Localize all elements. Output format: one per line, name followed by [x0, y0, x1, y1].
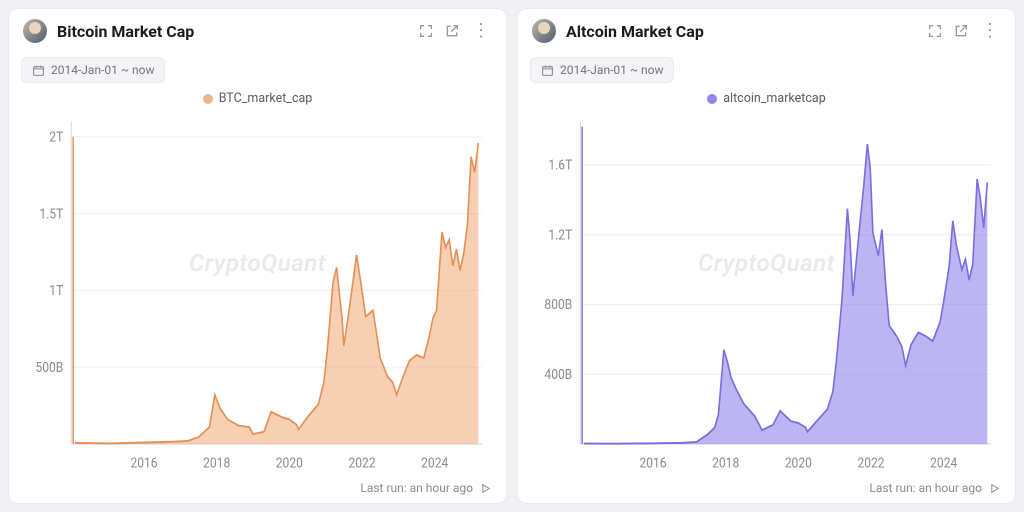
chart-card: Altcoin Market Cap ⋮ 2014-Jan-01 ~ now a…	[517, 8, 1016, 504]
card-footer: Last run: an hour ago	[9, 477, 506, 503]
svg-text:2018: 2018	[203, 456, 230, 472]
card-header: Altcoin Market Cap ⋮	[518, 9, 1015, 51]
play-icon[interactable]	[988, 482, 1001, 495]
calendar-icon	[32, 64, 45, 77]
card-title: Bitcoin Market Cap	[57, 22, 408, 41]
external-link-icon[interactable]	[953, 23, 969, 39]
svg-text:2024: 2024	[930, 456, 958, 472]
legend-dot	[203, 94, 213, 104]
legend-label: altcoin_marketcap	[723, 91, 825, 106]
date-range-pill[interactable]: 2014-Jan-01 ~ now	[21, 57, 165, 83]
date-range-pill[interactable]: 2014-Jan-01 ~ now	[530, 57, 674, 83]
legend: altcoin_marketcap	[518, 85, 1015, 108]
more-menu-icon[interactable]: ⋮	[979, 23, 1001, 39]
svg-text:2022: 2022	[857, 456, 884, 472]
chart-card: Bitcoin Market Cap ⋮ 2014-Jan-01 ~ now B…	[8, 8, 507, 504]
svg-text:1.5T: 1.5T	[39, 206, 63, 222]
card-title: Altcoin Market Cap	[566, 22, 917, 41]
date-range-text: 2014-Jan-01 ~ now	[560, 63, 663, 77]
svg-text:400B: 400B	[544, 367, 572, 383]
last-run-text: Last run: an hour ago	[869, 481, 982, 495]
avatar[interactable]	[532, 19, 556, 43]
svg-text:800B: 800B	[544, 297, 572, 313]
svg-text:2022: 2022	[348, 456, 375, 472]
legend: BTC_market_cap	[9, 85, 506, 108]
card-footer: Last run: an hour ago	[518, 477, 1015, 503]
svg-text:1.2T: 1.2T	[548, 228, 572, 244]
more-menu-icon[interactable]: ⋮	[470, 23, 492, 39]
svg-text:2020: 2020	[785, 456, 812, 472]
svg-text:1.6T: 1.6T	[548, 158, 572, 174]
chart-area: CryptoQuant 500B1T1.5T2T2016201820202022…	[9, 108, 506, 477]
date-range-text: 2014-Jan-01 ~ now	[51, 63, 154, 77]
svg-text:2024: 2024	[421, 456, 449, 472]
svg-text:2T: 2T	[49, 130, 63, 146]
fullscreen-icon[interactable]	[418, 23, 434, 39]
svg-text:500B: 500B	[35, 360, 63, 376]
svg-text:2016: 2016	[130, 456, 157, 472]
card-header: Bitcoin Market Cap ⋮	[9, 9, 506, 51]
calendar-icon	[541, 64, 554, 77]
svg-text:2020: 2020	[276, 456, 303, 472]
avatar[interactable]	[23, 19, 47, 43]
svg-text:1T: 1T	[49, 283, 63, 299]
play-icon[interactable]	[479, 482, 492, 495]
fullscreen-icon[interactable]	[927, 23, 943, 39]
chart-area: CryptoQuant 400B800B1.2T1.6T201620182020…	[518, 108, 1015, 477]
legend-dot	[707, 94, 717, 104]
legend-label: BTC_market_cap	[219, 91, 313, 106]
external-link-icon[interactable]	[444, 23, 460, 39]
svg-text:2018: 2018	[712, 456, 739, 472]
last-run-text: Last run: an hour ago	[360, 481, 473, 495]
svg-text:2016: 2016	[639, 456, 666, 472]
